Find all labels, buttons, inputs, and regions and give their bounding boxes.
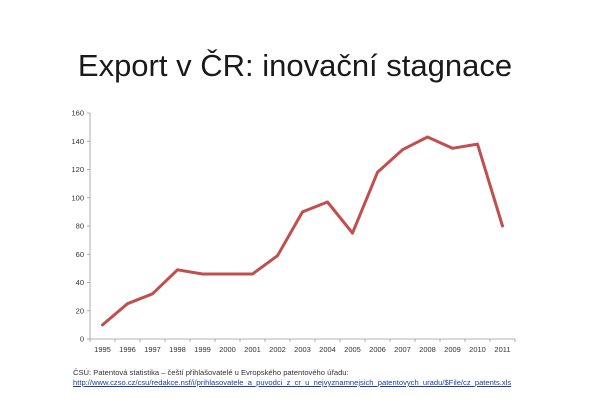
x-tick-label: 2004 [319, 345, 336, 354]
x-tick-label: 2010 [469, 345, 486, 354]
data-point [101, 323, 104, 327]
data-point [451, 147, 454, 150]
data-point [376, 171, 379, 174]
y-tick-label: 0 [80, 335, 84, 344]
x-tick-label: 2001 [244, 345, 261, 354]
y-axis-ticks: 0 20 40 60 80 100 120 140 160 [71, 109, 90, 344]
y-tick-label: 20 [76, 306, 84, 315]
series-line [101, 135, 504, 327]
data-point [201, 272, 204, 276]
y-tick-label: 140 [71, 137, 84, 146]
data-point [251, 272, 254, 276]
x-tick-label: 2006 [369, 345, 386, 354]
x-tick-label: 1996 [119, 345, 136, 354]
data-point [401, 148, 404, 151]
x-tick-label: 2008 [419, 345, 436, 354]
x-tick-label: 1997 [144, 345, 161, 354]
y-tick-label: 100 [71, 193, 84, 202]
y-tick-label: 160 [71, 109, 84, 118]
x-tick-label: 2009 [444, 345, 461, 354]
data-point [426, 135, 429, 139]
data-point [351, 231, 354, 235]
source-link[interactable]: http://www.czso.cz/csu/redakce.nsf/i/pri… [73, 378, 512, 387]
data-point [301, 210, 304, 214]
data-point [126, 302, 129, 305]
x-tick-label: 1998 [169, 345, 186, 354]
series-layer [101, 135, 504, 327]
slide-title: Export v ČR: inovační stagnace [77, 48, 513, 83]
y-tick-label: 60 [76, 250, 84, 259]
data-point [276, 254, 279, 257]
x-tick-label: 2011 [494, 345, 510, 354]
x-tick-label: 2007 [394, 345, 411, 354]
data-point [501, 224, 504, 228]
data-point [151, 292, 154, 295]
y-tick-label: 40 [76, 278, 84, 287]
data-point [226, 272, 229, 276]
x-axis-ticks: 1995 1996 1997 1998 1999 2000 2001 2002 2003 2004… [89, 339, 516, 354]
x-tick-label: 2005 [344, 345, 361, 354]
x-tick-label: 2000 [219, 345, 236, 354]
data-point [176, 268, 179, 271]
y-tick-label: 80 [76, 222, 84, 231]
source-text: ČSÚ: Patentová statistika – čeští přihla… [73, 368, 349, 377]
x-tick-label: 1995 [94, 345, 111, 354]
data-point [326, 200, 329, 204]
x-tick-label: 2002 [269, 345, 286, 354]
source-note: ČSÚ: Patentová statistika – čeští přihla… [73, 368, 523, 388]
y-tick-label: 120 [71, 165, 84, 174]
data-point [476, 142, 479, 146]
x-tick-label: 1999 [194, 345, 211, 354]
x-tick-label: 2003 [294, 345, 311, 354]
